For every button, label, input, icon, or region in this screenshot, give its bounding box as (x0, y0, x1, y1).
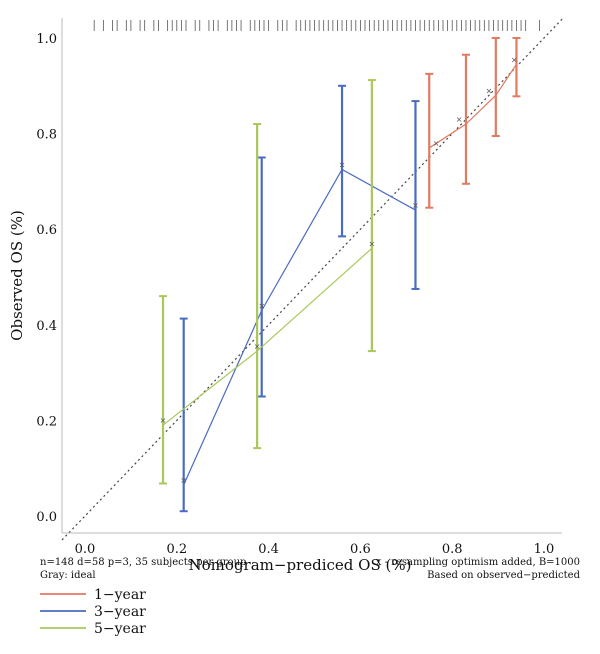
series-5−year: × × × (159, 79, 376, 485)
y-tick-label: 0.0 (36, 510, 57, 525)
note-sample-info: n=148 d=58 p=3, 35 subjects per group (40, 557, 246, 568)
x-tick-label: 0.2 (166, 542, 187, 557)
corrected-marker: × (254, 342, 261, 351)
y-axis-title: Observed OS (%) (8, 210, 26, 341)
ideal-line (61, 18, 563, 541)
tick-labels: 0.0 0.2 0.4 0.6 0.8 1.0 0.0 0.2 0.4 0.6 0.8 1.0 (36, 32, 554, 557)
y-tick-label: 0.6 (36, 223, 57, 238)
corrected-marker: × (339, 160, 346, 169)
series-3−year: × × × × (179, 84, 420, 513)
series-layer: × × × × × × × × × × × (159, 37, 521, 513)
y-tick-label: 1.0 (36, 32, 57, 47)
axes (61, 18, 562, 534)
corrected-marker: × (486, 86, 493, 95)
x-axis-title: Nomogram−prediced OS (%) (189, 556, 412, 574)
series-1−year: × × × × (425, 37, 521, 209)
corrected-marker: × (369, 239, 376, 248)
corrected-marker: × (433, 139, 440, 148)
series-line (183, 168, 416, 486)
ideal-line-layer (61, 18, 563, 541)
corrected-marker: × (412, 201, 419, 210)
legend-label: 5−year (94, 621, 146, 637)
x-tick-label: 0.6 (350, 542, 371, 557)
corrected-marker: × (511, 55, 518, 64)
series-line (428, 63, 517, 149)
corrected-marker: × (160, 416, 167, 425)
note-resampling: x - resampling optimism added, B=1000 (376, 557, 580, 568)
corrected-marker: × (258, 301, 265, 310)
legend-label: 3−year (94, 604, 146, 620)
x-tick-label: 1.0 (534, 542, 555, 557)
corrected-marker: × (180, 476, 187, 485)
x-tick-label: 0.8 (442, 542, 463, 557)
x-tick-label: 0.0 (75, 542, 96, 557)
x-tick-label: 0.4 (258, 542, 279, 557)
corrected-marker: × (456, 115, 463, 124)
y-tick-label: 0.4 (36, 319, 57, 334)
y-tick-label: 0.2 (36, 414, 57, 429)
y-tick-label: 0.8 (36, 128, 57, 143)
rug-marks (93, 20, 540, 31)
note-based-on: Based on observed−predicted (427, 570, 580, 581)
legend-label: 1−year (94, 587, 146, 603)
note-gray-ideal: Gray: ideal (40, 570, 96, 581)
series-line (162, 247, 373, 426)
